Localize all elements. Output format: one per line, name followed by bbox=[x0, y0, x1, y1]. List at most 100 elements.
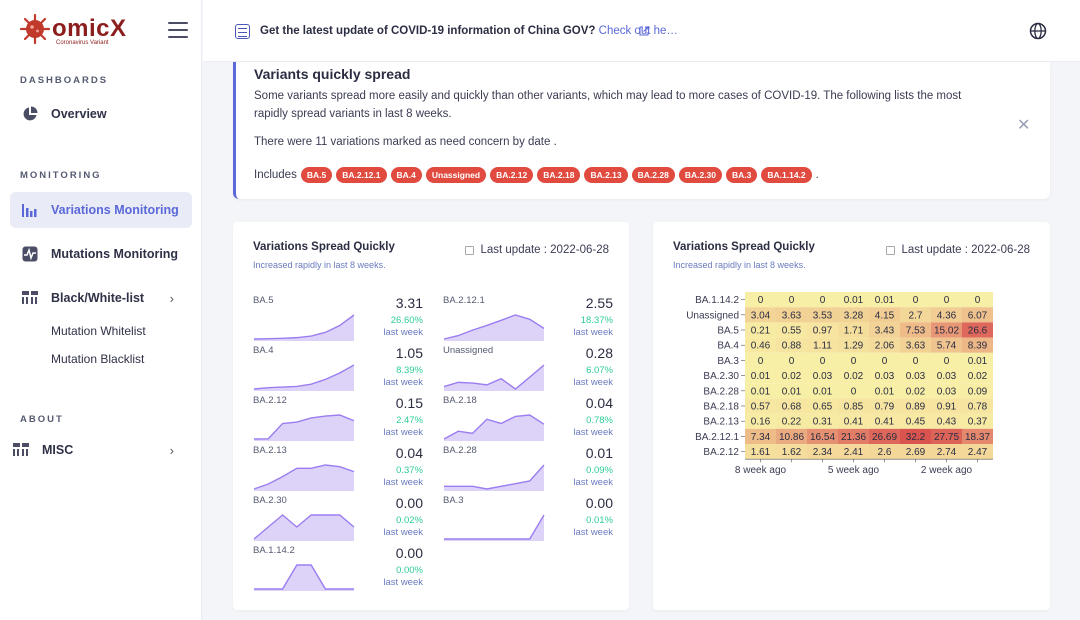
heatmap-cell[interactable] bbox=[838, 292, 869, 308]
globe-icon[interactable] bbox=[1029, 22, 1047, 40]
heatmap-cell[interactable] bbox=[838, 322, 869, 338]
close-icon[interactable]: ✕ bbox=[1017, 117, 1031, 134]
heatmap-cell[interactable] bbox=[931, 307, 962, 323]
heatmap-cell[interactable] bbox=[807, 398, 838, 414]
heatmap-cell[interactable] bbox=[745, 398, 776, 414]
heatmap-cell[interactable] bbox=[807, 322, 838, 338]
heatmap-cell[interactable] bbox=[931, 413, 962, 429]
heatmap-cell[interactable] bbox=[838, 368, 869, 384]
variant-tag[interactable]: BA.4 bbox=[390, 167, 422, 183]
heatmap-cell[interactable] bbox=[931, 428, 962, 444]
heatmap-cell[interactable] bbox=[807, 292, 838, 308]
heatmap-cell[interactable] bbox=[869, 398, 900, 414]
heatmap-cell[interactable] bbox=[807, 413, 838, 429]
variant-sparkline-card[interactable]: BA.4 1.05 8.39% last week bbox=[253, 345, 423, 395]
variant-tag[interactable]: BA.2.13 bbox=[584, 167, 628, 183]
heatmap-cell[interactable] bbox=[745, 383, 776, 399]
heatmap-cell[interactable] bbox=[776, 413, 807, 429]
heatmap-cell[interactable] bbox=[807, 337, 838, 353]
menu-toggle-icon[interactable] bbox=[168, 22, 188, 38]
heatmap-cell[interactable] bbox=[745, 307, 776, 323]
news-link[interactable]: Check out he… bbox=[598, 25, 678, 37]
heatmap-cell[interactable] bbox=[962, 383, 993, 399]
heatmap-cell[interactable] bbox=[931, 292, 962, 308]
heatmap-cell[interactable] bbox=[962, 322, 993, 338]
heatmap-cell[interactable] bbox=[931, 368, 962, 384]
sidebar-item-mutations[interactable]: Mutations Monitoring bbox=[10, 236, 192, 272]
heatmap-cell[interactable] bbox=[838, 413, 869, 429]
heatmap-cell[interactable] bbox=[745, 322, 776, 338]
heatmap-cell[interactable] bbox=[838, 444, 869, 460]
heatmap-cell[interactable] bbox=[745, 368, 776, 384]
variant-tag[interactable]: BA.1.14.2 bbox=[761, 167, 812, 183]
variant-sparkline-card[interactable]: BA.5 3.31 26.60% last week bbox=[253, 295, 423, 345]
variant-tag[interactable]: BA.2.30 bbox=[678, 167, 722, 183]
heatmap-cell[interactable] bbox=[900, 322, 931, 338]
sidebar-item-variations[interactable]: Variations Monitoring bbox=[10, 192, 192, 228]
heatmap-cell[interactable] bbox=[776, 322, 807, 338]
variant-sparkline-card[interactable]: BA.2.30 0.00 0.02% last week bbox=[253, 495, 423, 545]
variant-tag[interactable]: BA.2.12.1 bbox=[336, 167, 387, 183]
heatmap-cell[interactable] bbox=[745, 428, 776, 444]
heatmap-cell[interactable] bbox=[745, 444, 776, 460]
heatmap-cell[interactable] bbox=[807, 428, 838, 444]
heatmap-cell[interactable] bbox=[931, 398, 962, 414]
heatmap-cell[interactable] bbox=[776, 444, 807, 460]
variant-sparkline-card[interactable]: Unassigned 0.28 6.07% last week bbox=[443, 345, 613, 395]
app-logo[interactable]: omicX Coronavirus Variant bbox=[18, 12, 138, 48]
external-link-icon[interactable] bbox=[639, 26, 649, 36]
heatmap-cell[interactable] bbox=[776, 352, 807, 368]
heatmap-cell[interactable] bbox=[931, 383, 962, 399]
heatmap-cell[interactable] bbox=[869, 292, 900, 308]
heatmap-cell[interactable] bbox=[745, 292, 776, 308]
heatmap-cell[interactable] bbox=[869, 444, 900, 460]
sidebar-item-blacklist[interactable]: Mutation Blacklist bbox=[51, 352, 145, 366]
variant-sparkline-card[interactable]: BA.2.18 0.04 0.78% last week bbox=[443, 395, 613, 445]
heatmap-cell[interactable] bbox=[807, 383, 838, 399]
heatmap-cell[interactable] bbox=[869, 383, 900, 399]
heatmap-cell[interactable] bbox=[962, 352, 993, 368]
heatmap-cell[interactable] bbox=[900, 352, 931, 368]
heatmap-cell[interactable] bbox=[807, 307, 838, 323]
heatmap-cell[interactable] bbox=[931, 444, 962, 460]
variant-tag[interactable]: BA.2.12 bbox=[490, 167, 534, 183]
variant-sparkline-card[interactable]: BA.2.12 0.15 2.47% last week bbox=[253, 395, 423, 445]
heatmap-cell[interactable] bbox=[776, 307, 807, 323]
heatmap-cell[interactable] bbox=[776, 368, 807, 384]
variant-tag[interactable]: BA.2.28 bbox=[631, 167, 675, 183]
heatmap-cell[interactable] bbox=[900, 398, 931, 414]
heatmap-cell[interactable] bbox=[931, 322, 962, 338]
heatmap-cell[interactable] bbox=[776, 428, 807, 444]
variant-sparkline-card[interactable]: BA.2.28 0.01 0.09% last week bbox=[443, 445, 613, 495]
heatmap-cell[interactable] bbox=[931, 337, 962, 353]
variant-tag[interactable]: BA.5 bbox=[300, 167, 333, 183]
heatmap-cell[interactable] bbox=[838, 337, 869, 353]
heatmap-cell[interactable] bbox=[745, 352, 776, 368]
variant-tag[interactable]: BA.2.18 bbox=[537, 167, 581, 183]
heatmap-cell[interactable] bbox=[900, 292, 931, 308]
heatmap-cell[interactable] bbox=[962, 368, 993, 384]
heatmap-cell[interactable] bbox=[838, 398, 869, 414]
variant-tag[interactable]: Unassigned bbox=[425, 167, 487, 183]
heatmap-cell[interactable] bbox=[900, 368, 931, 384]
variant-tag[interactable]: BA.3 bbox=[726, 167, 758, 183]
heatmap-cell[interactable] bbox=[962, 413, 993, 429]
heatmap-cell[interactable] bbox=[900, 337, 931, 353]
heatmap-cell[interactable] bbox=[869, 368, 900, 384]
heatmap-cell[interactable] bbox=[807, 352, 838, 368]
heatmap-cell[interactable] bbox=[869, 307, 900, 323]
heatmap-cell[interactable] bbox=[807, 444, 838, 460]
sidebar-item-bwlist[interactable]: Black/White-list › bbox=[10, 280, 192, 316]
sidebar-item-overview[interactable]: Overview bbox=[10, 96, 192, 132]
variant-sparkline-card[interactable]: BA.2.12.1 2.55 18.37% last week bbox=[443, 295, 613, 345]
heatmap-cell[interactable] bbox=[900, 444, 931, 460]
heatmap-cell[interactable] bbox=[838, 352, 869, 368]
heatmap-cell[interactable] bbox=[931, 352, 962, 368]
heatmap-cell[interactable] bbox=[962, 292, 993, 308]
heatmap-cell[interactable] bbox=[962, 337, 993, 353]
heatmap-cell[interactable] bbox=[869, 337, 900, 353]
heatmap-cell[interactable] bbox=[869, 413, 900, 429]
sidebar-item-misc[interactable]: MISC › bbox=[10, 432, 192, 468]
heatmap-cell[interactable] bbox=[869, 352, 900, 368]
heatmap-cell[interactable] bbox=[745, 413, 776, 429]
